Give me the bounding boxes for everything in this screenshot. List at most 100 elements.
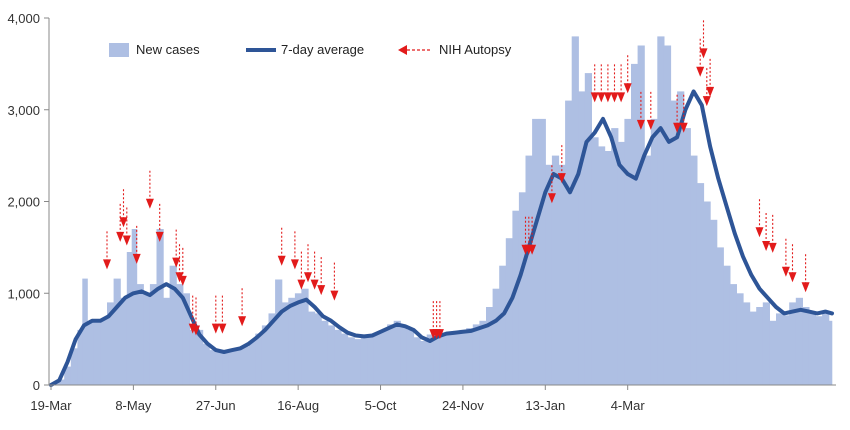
- bar-new-cases: [149, 284, 158, 385]
- arrows-layer: [103, 20, 810, 340]
- bar-new-cases: [288, 297, 296, 385]
- arrow-head: [755, 227, 764, 238]
- nih-autopsy-arrow: [103, 231, 111, 270]
- nih-autopsy-arrow: [706, 58, 715, 97]
- arrow-head: [178, 275, 187, 286]
- arrow-head: [103, 259, 111, 270]
- arrow-head: [304, 272, 312, 283]
- bar-new-cases: [624, 118, 632, 386]
- bar-new-cases: [710, 219, 718, 385]
- nih-autopsy-arrow: [557, 145, 566, 184]
- bar-new-cases: [743, 302, 751, 385]
- legend-swatch-nih-autopsy: [398, 45, 432, 55]
- arrow-head: [623, 83, 632, 94]
- bar-new-cases: [525, 155, 533, 385]
- legend-label-new-cases: New cases: [136, 42, 200, 57]
- bar-new-cases: [176, 284, 184, 385]
- x-tick-label: 16-Aug: [277, 398, 319, 413]
- arrow-head: [768, 242, 777, 253]
- bar-new-cases: [815, 316, 823, 385]
- bar-new-cases: [716, 247, 724, 385]
- nih-autopsy-arrow: [310, 251, 319, 290]
- bar-new-cases: [472, 324, 480, 385]
- bar-new-cases: [657, 36, 665, 386]
- nih-autopsy-arrow: [610, 64, 619, 103]
- nih-autopsy-arrow: [547, 165, 556, 204]
- bar-new-cases: [126, 252, 133, 385]
- bar-new-cases: [822, 313, 830, 385]
- arrow-head: [702, 96, 711, 107]
- nih-autopsy-arrow: [603, 64, 612, 103]
- bar-new-cases: [248, 341, 256, 385]
- bar-new-cases: [222, 352, 230, 385]
- nih-autopsy-arrow: [238, 288, 247, 327]
- bar-new-cases: [113, 278, 121, 385]
- bar-new-cases: [736, 293, 744, 386]
- bar-new-cases: [453, 330, 461, 385]
- x-tick-label: 19-Mar: [30, 398, 72, 413]
- nih-autopsy-arrow: [116, 203, 125, 242]
- bar-new-cases: [93, 322, 101, 385]
- nih-autopsy-arrow: [636, 91, 645, 130]
- arrow-head: [310, 279, 319, 290]
- arrow-head: [218, 323, 227, 334]
- bar-new-cases: [723, 265, 731, 385]
- bar-new-cases: [584, 73, 592, 385]
- bar-new-cases: [512, 210, 520, 385]
- bar-new-cases: [486, 307, 494, 385]
- arrow-head: [610, 92, 619, 103]
- arrow-head: [297, 279, 306, 290]
- bars-layer: [51, 36, 833, 386]
- bar-new-cases: [637, 45, 645, 385]
- nih-autopsy-arrow: [277, 227, 286, 266]
- bar-new-cases: [420, 341, 428, 385]
- bar-new-cases: [57, 379, 65, 385]
- x-tick-label: 4-Mar: [611, 398, 646, 413]
- bar-new-cases: [756, 307, 764, 385]
- arrow-head: [699, 48, 708, 59]
- bar-new-cases: [367, 335, 375, 385]
- bar-new-cases: [808, 311, 817, 385]
- bar-new-cases: [565, 100, 573, 385]
- bar-new-cases: [776, 313, 784, 385]
- nih-autopsy-arrow: [699, 20, 708, 59]
- bar-new-cases: [611, 128, 619, 385]
- bar-new-cases: [696, 183, 705, 385]
- nih-autopsy-arrow: [218, 295, 227, 334]
- nih-autopsy-arrow: [673, 94, 682, 133]
- bar-new-cases: [518, 192, 527, 385]
- bar-new-cases: [294, 293, 303, 386]
- bar-new-cases: [604, 151, 612, 385]
- bar-new-cases: [261, 325, 270, 385]
- bar-new-cases: [466, 328, 474, 385]
- bar-new-cases: [156, 229, 164, 385]
- bar-new-cases: [538, 118, 546, 386]
- arrow-head: [617, 92, 626, 103]
- arrow-head: [277, 255, 286, 266]
- nih-autopsy-arrow: [768, 214, 777, 253]
- bar-new-cases: [281, 302, 289, 385]
- bar-new-cases: [532, 118, 540, 386]
- arrow-head: [673, 122, 682, 133]
- nih-autopsy-arrow: [679, 94, 688, 133]
- bar-new-cases: [275, 279, 283, 385]
- nih-autopsy-arrow: [122, 207, 131, 246]
- bar-new-cases: [360, 337, 368, 385]
- bar-new-cases: [703, 201, 711, 385]
- nih-autopsy-arrow: [623, 55, 632, 94]
- bar-new-cases: [433, 331, 441, 385]
- bar-new-cases: [591, 137, 599, 385]
- bar-new-cases: [70, 348, 78, 385]
- nih-autopsy-arrow: [788, 244, 797, 283]
- nih-autopsy-arrow: [597, 64, 606, 103]
- bar-new-cases: [380, 329, 388, 385]
- bar-new-cases: [189, 329, 197, 385]
- arrow-head: [547, 193, 556, 204]
- bar-new-cases: [347, 337, 355, 385]
- nih-autopsy-arrow: [801, 254, 810, 293]
- arrow-head: [801, 282, 810, 293]
- bar-new-cases: [87, 320, 95, 385]
- bar-new-cases: [387, 324, 395, 385]
- bar-new-cases: [163, 297, 171, 385]
